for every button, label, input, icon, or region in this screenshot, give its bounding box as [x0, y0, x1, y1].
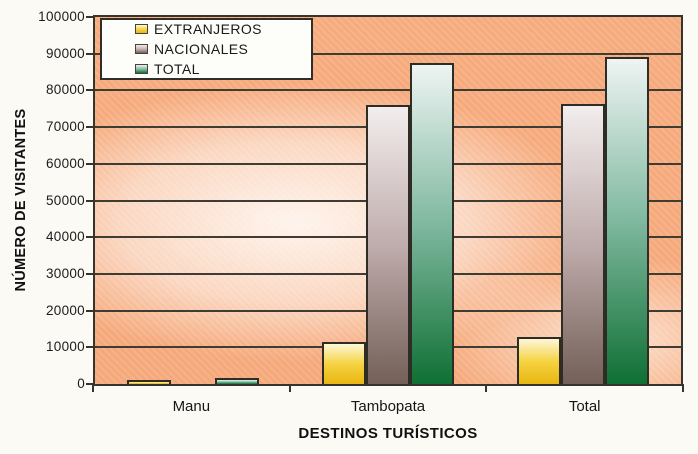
plot-area [93, 15, 683, 386]
bar-total-tambopata [410, 63, 454, 384]
legend-item-nacionales: NACIONALES [102, 39, 311, 59]
bar-extranjeros-tambopata [322, 342, 366, 384]
bar-extranjeros-manu [126, 380, 171, 384]
ytick-mark-40000 [86, 236, 93, 239]
ytick-label-100000: 100000 [38, 9, 85, 24]
bar-nacionales-tambopata [366, 105, 410, 384]
ytick-label-20000: 20000 [45, 302, 85, 318]
ytick-mark-20000 [86, 309, 93, 312]
legend-label: NACIONALES [154, 41, 249, 57]
ytick-label-10000: 10000 [45, 339, 85, 355]
legend-swatch-icon [135, 44, 148, 54]
legend-swatch-icon [135, 24, 148, 34]
legend-label: TOTAL [154, 61, 200, 77]
legend-item-extranjeros: EXTRANJEROS [102, 19, 311, 39]
legend-item-total: TOTAL [102, 59, 311, 79]
xtick-mark-2 [485, 384, 488, 392]
legend-swatch-icon [135, 64, 148, 74]
ytick-label-30000: 30000 [45, 265, 85, 281]
ytick-label-40000: 40000 [45, 229, 85, 245]
ytick-label-80000: 80000 [45, 82, 85, 98]
xtick-mark-0 [92, 384, 94, 392]
ytick-label-90000: 90000 [45, 45, 85, 61]
category-label-total: Total [568, 398, 601, 415]
x-axis-title: DESTINOS TURÍSTICOS [298, 425, 478, 442]
legend-rows: EXTRANJEROS NACIONALES TOTAL [102, 19, 311, 79]
legend-label: EXTRANJEROS [154, 21, 262, 37]
ytick-label-60000: 60000 [45, 155, 85, 171]
ytick-mark-30000 [86, 272, 93, 275]
ytick-mark-10000 [86, 346, 93, 349]
xtick-mark-1 [288, 384, 291, 392]
ytick-mark-0 [86, 383, 93, 385]
ytick-mark-100000 [86, 16, 93, 18]
category-label-manu: Manu [172, 398, 211, 415]
bar-total-total [605, 57, 650, 384]
ytick-mark-60000 [86, 162, 93, 165]
gridline-80000 [95, 89, 681, 92]
legend: EXTRANJEROS NACIONALES TOTAL [100, 18, 313, 80]
bar-total-manu [214, 378, 259, 384]
category-label-tambopata: Tambopata [350, 398, 426, 415]
ytick-mark-50000 [86, 199, 93, 202]
xtick-mark-3 [682, 384, 684, 392]
gridline-90000 [95, 52, 681, 55]
ytick-mark-70000 [86, 126, 93, 129]
bar-nacionales-total [561, 104, 606, 384]
ytick-label-70000: 70000 [45, 119, 85, 135]
ytick-label-50000: 50000 [45, 192, 85, 208]
ytick-mark-80000 [86, 89, 93, 92]
ytick-mark-90000 [86, 52, 93, 55]
ytick-label-0: 0 [77, 376, 85, 391]
bar-extranjeros-total [517, 337, 562, 384]
